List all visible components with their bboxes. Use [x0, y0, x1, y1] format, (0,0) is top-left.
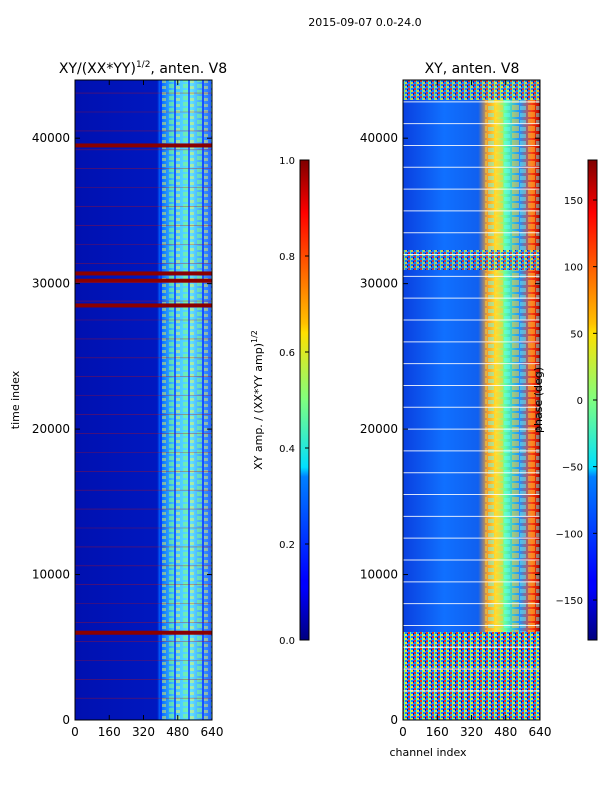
right-xtick-label: 160	[426, 725, 449, 739]
right-ytick-label: 20000	[360, 422, 398, 436]
left-saturated-row	[75, 630, 212, 635]
right-ytick-label: 40000	[360, 131, 398, 145]
amplitude-colorbar-tick-label: 0.2	[279, 540, 295, 551]
left-saturated-row	[75, 271, 212, 276]
phase-panel: XY, anten. V8 0 10000 20000 30000 40000 0 160…	[360, 61, 552, 759]
phase-colorbar-tick-label: −150	[556, 596, 583, 607]
left-ytick-label: 20000	[32, 422, 70, 436]
phase-colorbar-tick-label: −100	[556, 529, 583, 540]
left-ytick-label: 10000	[32, 568, 70, 582]
phase-colorbar-tick-label: −50	[562, 463, 583, 474]
amplitude-colorbar-tick-label: 0.6	[279, 348, 295, 359]
left-saturated-row	[75, 143, 212, 148]
amplitude-colorbar: 0.0 0.2 0.4 0.6 0.8 1.0 XY amp. / (XX*YY amp)…	[250, 156, 310, 647]
phase-colorbar-tick-label: 150	[564, 196, 583, 207]
right-ytick-label: 10000	[360, 568, 398, 582]
phase-colorbar: 150 100 50 0 −50 −100 −150 phase (deg)	[532, 159, 598, 641]
left-ytick-label: 40000	[32, 131, 70, 145]
amplitude-colorbar-tick-label: 1.0	[279, 156, 295, 167]
left-ytick-label: 30000	[32, 277, 70, 291]
left-xtick-label: 320	[132, 725, 155, 739]
amplitude-colorbar-label: XY amp. / (XX*YY amp)1/2	[250, 330, 265, 470]
amplitude-colorbar-tick-label: 0.0	[279, 636, 295, 647]
phase-colorbar-label: phase (deg)	[532, 367, 545, 433]
left-y-axis-label: time index	[9, 370, 22, 429]
right-x-axis-label: channel index	[389, 746, 467, 759]
left-saturated-row	[75, 303, 212, 308]
right-xtick-label: 320	[460, 725, 483, 739]
right-xtick-label: 480	[494, 725, 517, 739]
right-x-axis: 0 160 320 480 640	[399, 80, 551, 739]
amplitude-ratio-panel: XY/(XX*YY)1/2, anten. V8 0 10000 20000 3000…	[9, 60, 227, 739]
left-xtick-label: 0	[71, 725, 79, 739]
left-xtick-label: 480	[166, 725, 189, 739]
left-heatmap-image	[75, 80, 212, 720]
left-x-axis: 0 160 320 480 640	[71, 80, 223, 739]
right-ytick-label: 30000	[360, 277, 398, 291]
left-panel-title: XY/(XX*YY)1/2, anten. V8	[59, 60, 227, 77]
amplitude-colorbar-tick-label: 0.4	[279, 444, 295, 455]
right-heatmap-image	[403, 80, 540, 720]
right-ytick-label: 0	[390, 713, 398, 727]
left-y-axis: 0 10000 20000 30000 40000	[32, 131, 212, 727]
figure-title: 2015-09-07 0.0-24.0	[308, 16, 421, 29]
left-saturated-row	[75, 278, 212, 283]
right-panel-title: XY, anten. V8	[425, 61, 520, 77]
left-ytick-label: 0	[62, 713, 70, 727]
amplitude-colorbar-tick-label: 0.8	[279, 252, 295, 263]
right-xtick-label: 0	[399, 725, 407, 739]
left-xtick-label: 640	[201, 725, 224, 739]
phase-colorbar-tick-label: 0	[577, 396, 583, 407]
right-y-axis: 0 10000 20000 30000 40000	[360, 131, 540, 727]
left-xtick-label: 160	[98, 725, 121, 739]
phase-colorbar-tick-label: 50	[570, 329, 583, 340]
right-xtick-label: 640	[529, 725, 552, 739]
phase-colorbar-tick-label: 100	[564, 263, 583, 274]
